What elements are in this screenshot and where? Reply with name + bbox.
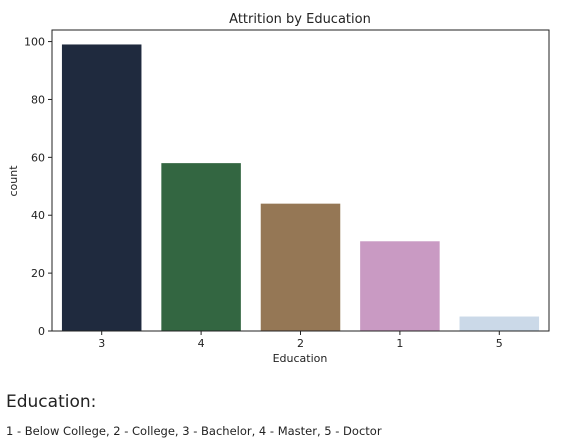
y-tick-label: 80: [31, 93, 45, 106]
y-tick-label: 100: [24, 36, 45, 49]
y-axis-label: count: [7, 165, 20, 197]
bar-education-4: [161, 163, 241, 331]
caption-note: 1 - Below College, 2 - College, 3 - Bach…: [6, 424, 382, 438]
y-tick-label: 20: [31, 267, 45, 280]
bar-education-3: [61, 44, 142, 331]
x-tick-label: 3: [98, 337, 105, 350]
x-tick-label: 5: [496, 337, 503, 350]
chart-title: Attrition by Education: [229, 12, 371, 27]
attrition-bar-chart: Attrition by Education 0 20 40 60 80 100 3 4 2 1…: [7, 12, 550, 365]
y-tick-label: 0: [38, 325, 45, 338]
y-tick-label: 60: [31, 151, 45, 164]
bar-education-1: [360, 241, 440, 331]
bar-education-2: [260, 203, 341, 331]
x-tick-label: 1: [396, 337, 403, 350]
bar-education-5: [459, 316, 540, 331]
x-tick-label: 2: [297, 337, 304, 350]
x-tick-label: 4: [198, 337, 205, 350]
x-axis-label: Education: [273, 352, 328, 365]
y-tick-label: 40: [31, 209, 45, 222]
caption-heading: Education:: [6, 392, 97, 412]
